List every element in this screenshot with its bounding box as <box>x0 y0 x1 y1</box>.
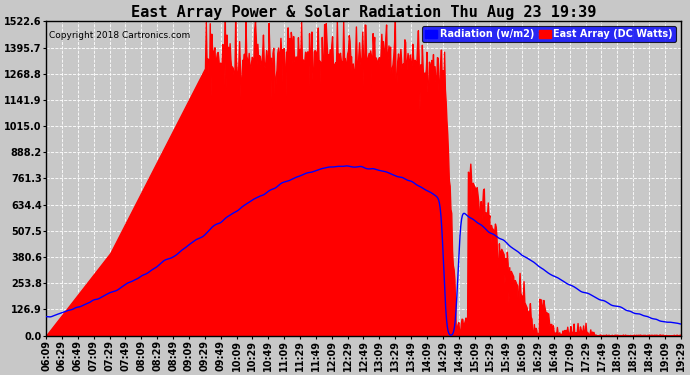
Legend: Radiation (w/m2), East Array (DC Watts): Radiation (w/m2), East Array (DC Watts) <box>422 26 676 42</box>
Title: East Array Power & Solar Radiation Thu Aug 23 19:39: East Array Power & Solar Radiation Thu A… <box>131 4 596 20</box>
Text: Copyright 2018 Cartronics.com: Copyright 2018 Cartronics.com <box>49 31 190 40</box>
